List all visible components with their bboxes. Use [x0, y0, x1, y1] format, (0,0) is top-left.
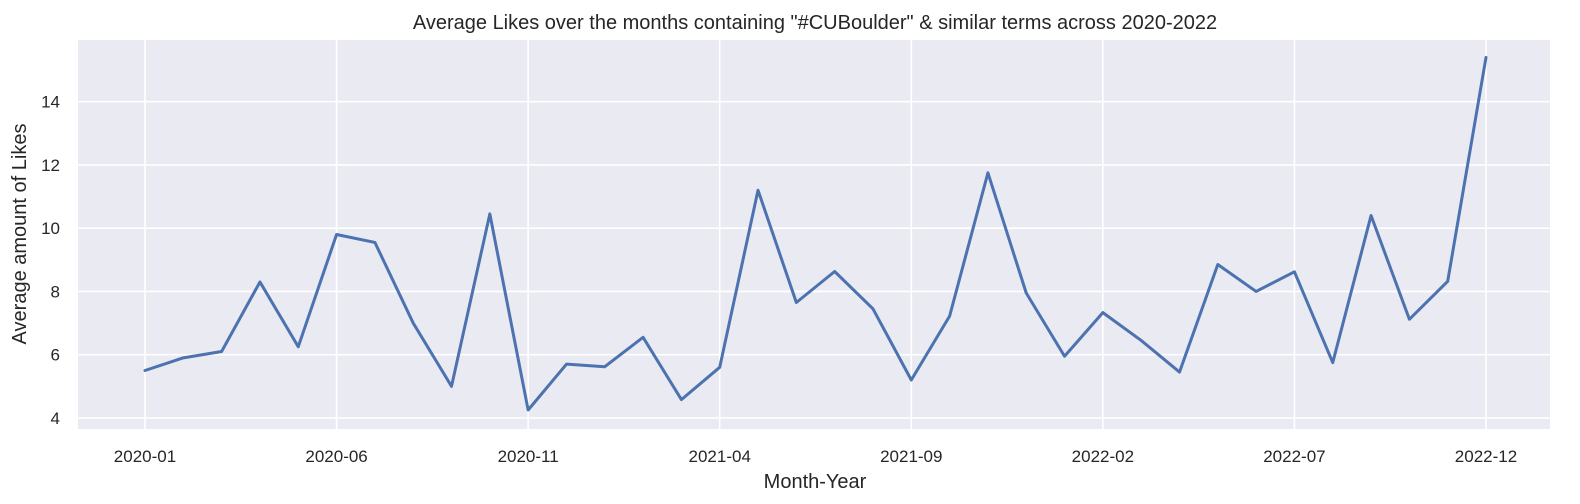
- x-tick-label: 2020-06: [305, 447, 367, 466]
- chart-title: Average Likes over the months containing…: [413, 12, 1217, 34]
- x-tick-labels: 2020-01 2020-06 2020-11 2021-04 2021-09 2022-…: [114, 447, 1517, 466]
- y-gridlines: [78, 100, 1550, 419]
- y-tick-label: 12: [41, 156, 60, 175]
- x-gridlines: [144, 40, 1487, 429]
- y-tick-label: 8: [51, 282, 60, 301]
- x-tick-label: 2022-12: [1455, 447, 1517, 466]
- x-tick-label: 2022-02: [1072, 447, 1134, 466]
- x-tick-label: 2020-11: [498, 447, 559, 466]
- x-tick-label: 2021-09: [880, 447, 942, 466]
- y-tick-label: 10: [41, 219, 60, 238]
- x-tick-label: 2020-01: [114, 447, 176, 466]
- y-tick-label: 4: [51, 409, 60, 428]
- y-tick-label: 6: [51, 346, 60, 365]
- y-axis-label: Average amount of Likes: [9, 124, 31, 345]
- series-line: [143, 55, 1488, 412]
- y-tick-label: 14: [41, 93, 60, 112]
- x-tick-label: 2021-04: [689, 447, 751, 466]
- y-tick-labels: 4 6 8 10 12 14: [41, 93, 60, 428]
- x-tick-label: 2022-07: [1263, 447, 1325, 466]
- x-axis-label: Month-Year: [764, 471, 867, 493]
- plot-area: [78, 40, 1550, 429]
